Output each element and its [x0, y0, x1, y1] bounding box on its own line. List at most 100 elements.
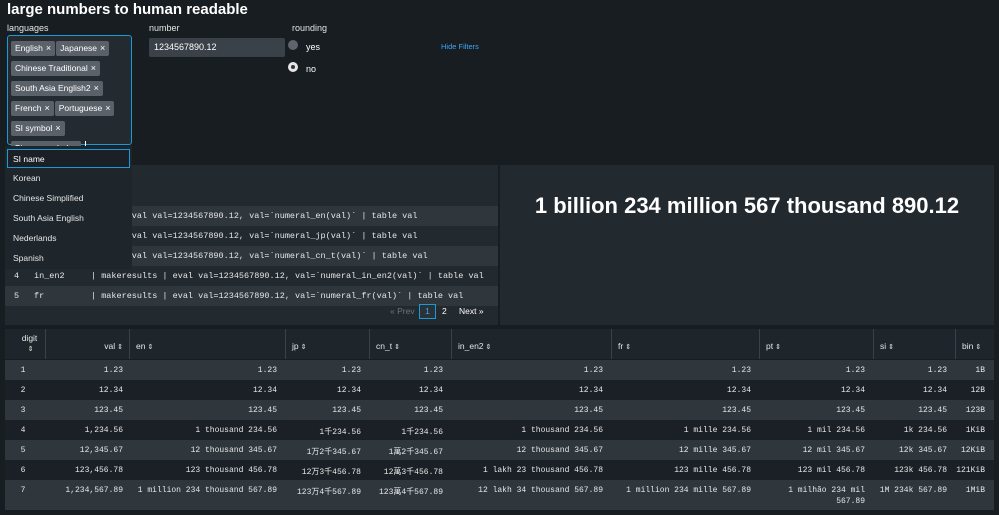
- table-cell: 12万3千456.78: [301, 468, 361, 477]
- table-cell: 12 lakh 34 thousand 567.89: [478, 486, 603, 495]
- languages-multiselect[interactable]: English × Japanese × Chinese Traditional × S…: [7, 35, 132, 156]
- table-cell: 12.34: [336, 386, 361, 395]
- dropdown-option[interactable]: Chinese Simplified: [13, 193, 84, 203]
- table-row: 2 12.34 12.34 12.34 12.34 12.34 12.34 12.34 12.3…: [5, 380, 994, 400]
- table-cell: 1 thousand 234.56: [195, 426, 277, 435]
- table-cell: 1KiB: [965, 426, 985, 435]
- next-page-button[interactable]: Next »: [459, 306, 484, 316]
- prev-page-button[interactable]: « Prev: [390, 306, 415, 316]
- table-cell: 1,234,567.89: [65, 486, 123, 495]
- language-tag: South Asia English2 ×: [11, 81, 103, 96]
- table-cell: 12.34: [840, 386, 865, 395]
- table-header: digit ⇕ val ⇕ en ⇕ jp ⇕ cn_t ⇕ in_en2 ⇕ fr ⇕ pt…: [5, 329, 994, 359]
- table-cell: 1.23: [583, 366, 603, 375]
- table-row: 4 in_en2 | makeresults | eval val=12345678…: [14, 271, 484, 281]
- page-2-button[interactable]: 2: [442, 306, 447, 316]
- number-input[interactable]: 1234567890.12: [149, 38, 285, 57]
- rounding-no-radio[interactable]: [288, 62, 298, 72]
- table-cell: 123.45: [94, 406, 123, 415]
- table-cell: 123 thousand 456.78: [185, 466, 277, 475]
- tag-label: Japanese: [60, 43, 98, 53]
- table-cell: 3: [20, 406, 26, 415]
- table-cell: 1: [20, 366, 26, 375]
- table-cell-wrap: 567.89: [836, 497, 865, 506]
- table-cell: 12.34: [726, 386, 751, 395]
- table-row: 3 123.45 123.45 123.45 123.45 123.45 123.45 123…: [5, 400, 994, 420]
- table-row: 5 12,345.67 12 thousand 345.67 1万2千345.67 1萬…: [5, 440, 994, 460]
- dropdown-search-input[interactable]: SI name: [7, 149, 130, 168]
- header-in-en2[interactable]: in_en2 ⇕: [451, 329, 611, 359]
- remove-tag-icon[interactable]: ×: [45, 43, 52, 53]
- language-tag: French ×: [11, 101, 54, 116]
- table-cell: 123.45: [414, 406, 443, 415]
- header-si[interactable]: si ⇕: [873, 329, 955, 359]
- tag-label: English: [15, 43, 43, 53]
- table-row: 7 1,234,567.89 1 million 234 thousand 567.…: [5, 480, 994, 510]
- table-cell: 1.23: [927, 366, 947, 375]
- table-cell: 12 mille 345.67: [678, 446, 751, 455]
- table-cell: 1.23: [257, 366, 277, 375]
- rounding-yes-radio[interactable]: [288, 40, 298, 50]
- table-cell: 1,234.56: [84, 426, 123, 435]
- table-cell: 1千234.56: [319, 428, 361, 437]
- table-cell: 1.23: [845, 366, 865, 375]
- language-tag: SI symbol ×: [11, 121, 65, 136]
- remove-tag-icon[interactable]: ×: [55, 123, 61, 133]
- header-cn-t[interactable]: cn_t ⇕: [369, 329, 451, 359]
- table-row: ults | eval val=1234567890.12, val=`nume…: [91, 231, 418, 241]
- table-cell: 12KiB: [960, 446, 985, 455]
- table-cell: 1 million 234 thousand 567.89: [137, 486, 277, 495]
- dropdown-option[interactable]: Nederlands: [13, 233, 57, 243]
- table-cell: 1 mille 234.56: [683, 426, 751, 435]
- number-label: number: [149, 23, 180, 33]
- remove-tag-icon[interactable]: ×: [93, 83, 99, 93]
- header-fr[interactable]: fr ⇕: [611, 329, 759, 359]
- table-cell: 12B: [970, 386, 985, 395]
- rounding-yes-label[interactable]: yes: [306, 42, 321, 52]
- table-cell: 1萬2千345.67: [388, 448, 443, 457]
- table-cell: 1.23: [731, 366, 751, 375]
- table-cell: 12.34: [578, 386, 603, 395]
- tag-label: Chinese Traditional: [15, 63, 88, 73]
- language-tag: Portuguese ×: [54, 101, 115, 116]
- header-pt[interactable]: pt ⇕: [759, 329, 873, 359]
- table-row: 4 1,234.56 1 thousand 234.56 1千234.56 1千234.…: [5, 420, 994, 440]
- table-cell: 12k 345.67: [898, 446, 947, 455]
- remove-tag-icon[interactable]: ×: [100, 43, 106, 53]
- table-cell: 123B: [965, 406, 985, 415]
- table-cell: 12 thousand 345.67: [190, 446, 277, 455]
- header-en[interactable]: en ⇕: [129, 329, 285, 359]
- table-cell: 1千234.56: [401, 428, 443, 437]
- table-cell: 1.23: [341, 366, 361, 375]
- table-cell: 1万2千345.67: [306, 448, 361, 457]
- dropdown-option[interactable]: Spanish: [13, 253, 44, 263]
- table-cell: 1.23: [423, 366, 443, 375]
- table-cell: 123 mille 456.78: [674, 466, 751, 475]
- table-cell: 6: [20, 466, 26, 475]
- table-cell: 1.23: [103, 366, 123, 375]
- language-tag: Japanese ×: [56, 41, 110, 56]
- hide-filters-link[interactable]: Hide Filters: [441, 42, 479, 51]
- table-row: 6 123,456.78 123 thousand 456.78 12万3千456.7…: [5, 460, 994, 480]
- header-bin[interactable]: bin ⇕: [955, 329, 994, 359]
- tag-label: SI symbol: [15, 123, 53, 133]
- table-cell: 123,456.78: [74, 466, 123, 475]
- remove-tag-icon[interactable]: ×: [105, 103, 111, 113]
- result-panel: [500, 165, 994, 325]
- dropdown-option[interactable]: Korean: [13, 173, 41, 183]
- remove-tag-icon[interactable]: ×: [90, 63, 97, 73]
- dropdown-option[interactable]: South Asia English: [13, 213, 84, 223]
- table-cell: 1MiB: [965, 486, 985, 495]
- table-cell: 121KiB: [956, 466, 985, 475]
- header-jp[interactable]: jp ⇕: [285, 329, 369, 359]
- table-cell: 7: [20, 486, 26, 495]
- table-cell: 12萬3千456.78: [383, 468, 443, 477]
- result-big-text: 1 billion 234 million 567 thousand 890.1…: [534, 193, 960, 218]
- rounding-no-label[interactable]: no: [306, 64, 317, 74]
- header-val[interactable]: val ⇕: [45, 329, 129, 359]
- table-cell: 123.45: [722, 406, 751, 415]
- remove-tag-icon[interactable]: ×: [44, 103, 50, 113]
- page-1-button[interactable]: 1: [419, 304, 436, 319]
- table-cell: 123 mil 456.78: [797, 466, 865, 475]
- header-digit[interactable]: digit ⇕: [21, 333, 38, 353]
